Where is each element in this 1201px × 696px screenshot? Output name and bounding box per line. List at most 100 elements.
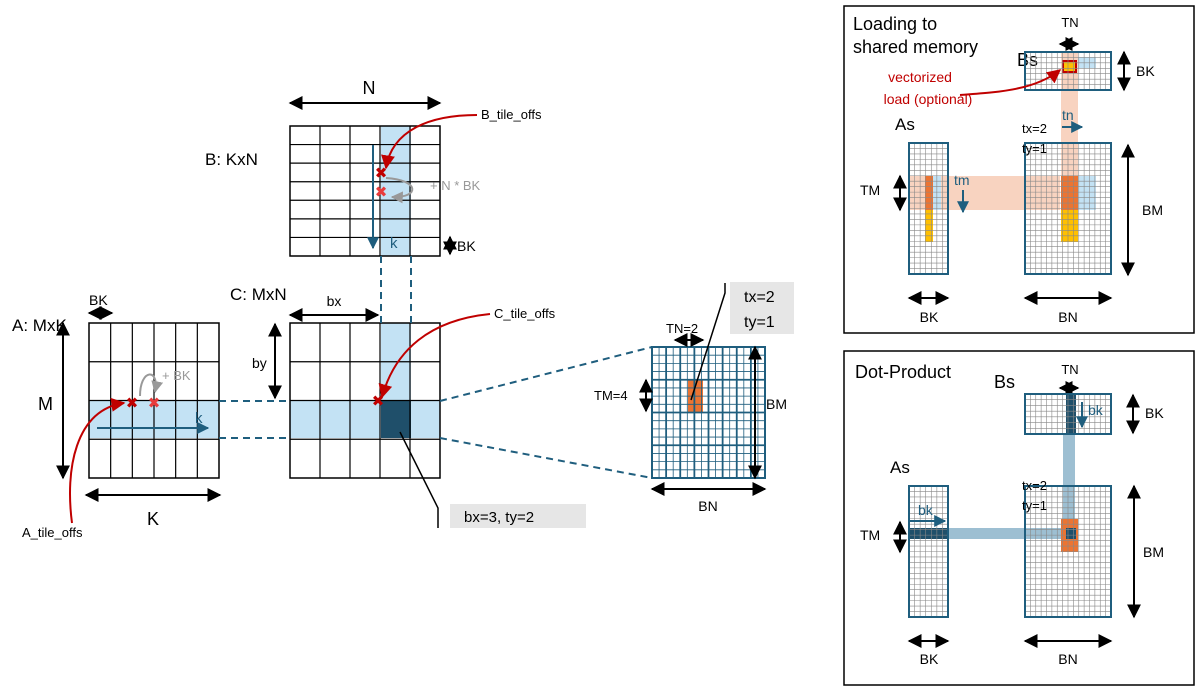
- grid-border: [908, 142, 949, 275]
- thread-callout-tx: tx=2: [744, 289, 775, 306]
- panel-loading-bk-bottom-label: BK: [920, 309, 939, 325]
- panel-loading-ty: ty=1: [1022, 141, 1047, 156]
- panel-loading-tm-label: TM: [860, 182, 880, 198]
- panel-loading-b-column: [1061, 52, 1078, 171]
- c-tile-offs-arrow: [378, 313, 491, 399]
- block-tile-grid: [651, 346, 766, 479]
- panel-dot-bm-label: BM: [1143, 544, 1164, 560]
- matrix-a-k-label: k: [195, 410, 203, 427]
- matrix-b-tile-column: [381, 126, 411, 256]
- panel-dot-as-label: As: [890, 458, 910, 477]
- b-offset-step-label: + N * BK: [430, 178, 481, 193]
- panel-dot-tn-label: TN: [1061, 362, 1078, 377]
- panel-dot-tx: tx=2: [1022, 478, 1047, 493]
- thread-callout-leader: [690, 283, 726, 401]
- panel-loading-as-label: As: [895, 115, 915, 134]
- panel-loading-c-thread: [1061, 176, 1078, 210]
- matrix-b-label: B: KxN: [205, 150, 258, 169]
- grid-border: [1024, 51, 1112, 91]
- projection-c-bottom: [439, 437, 653, 479]
- tile-bn-label: BN: [698, 498, 717, 514]
- block-callout-box: [450, 504, 586, 528]
- b-tile-next-marker: ✖: [375, 184, 388, 201]
- panel-loading-vectorized-line1: vectorized: [888, 69, 952, 85]
- panel-loading-tn-arrow-label: tn: [1062, 107, 1074, 123]
- tn2-label: TN=2: [666, 321, 698, 336]
- panel-loading-frame: [843, 5, 1195, 334]
- panel-loading-bs-label: Bs: [1017, 50, 1038, 70]
- panel-loading-title-line2: shared memory: [853, 37, 978, 57]
- b-tile-offs-arrow: [381, 114, 478, 170]
- a-offset-step-arrow: [139, 373, 164, 397]
- panel-dot-bk-right-label: BK: [1145, 405, 1164, 421]
- panel-dot-c-cell: [1066, 528, 1076, 539]
- thread-callout-box: [730, 282, 794, 334]
- panel-loading: Loading to shared memory Bs TN BK As vec…: [843, 5, 1195, 334]
- projection-lines: [219, 256, 653, 479]
- matrix-c: C: MxN bx by ✖ C_tile_offs bx=3, ty=2: [230, 285, 586, 528]
- panel-dot: Dot-Product Bs TN BK As bk bk tx=2 ty=1 …: [843, 350, 1195, 686]
- panel-loading-tx: tx=2: [1022, 121, 1047, 136]
- panel-loading-tm-arrow-label: tm: [954, 172, 970, 188]
- panel-loading-title-line1: Loading to: [853, 14, 937, 34]
- panel-dot-bk-b-label: bk: [1088, 402, 1104, 418]
- by-label: by: [252, 355, 267, 371]
- dim-k-label: K: [147, 509, 159, 529]
- matrix-a: k A: MxK BK M K + BK ✖ ✖ A_tile_offs: [12, 292, 222, 540]
- panel-dot-a-row: [909, 528, 947, 539]
- dim-n-label: N: [363, 78, 376, 98]
- panel-loading-bk-right-label: BK: [1136, 63, 1155, 79]
- matrix-b-k-label: k: [390, 235, 398, 252]
- matrix-b-grid: [289, 125, 441, 257]
- matrix-c-label: C: MxN: [230, 285, 287, 304]
- a-tile-offset-marker: ✖: [126, 395, 139, 412]
- grid-border: [908, 485, 949, 618]
- block-tile: TN=2 TM=4 BM BN tx=2 ty=1: [594, 282, 794, 514]
- projection-c-top: [439, 346, 653, 402]
- a-tile-next-marker: ✖: [148, 395, 161, 412]
- tm4-label: TM=4: [594, 388, 628, 403]
- panel-loading-a-thread: [925, 176, 933, 210]
- matrix-c-row-band: [290, 401, 440, 438]
- matrix-b: k N B: KxN BK + N * BK ✖ ✖ B_tile_offs: [205, 78, 542, 257]
- panel-dot-bk-a-label: bk: [918, 502, 934, 518]
- matrix-c-active-block: [381, 401, 411, 438]
- panel-dot-b-column: [1066, 394, 1076, 434]
- panel-loading-c-grid: [1024, 142, 1112, 275]
- block-callout-text: bx=3, ty=2: [464, 509, 534, 526]
- grid-border: [1024, 485, 1112, 618]
- thread-callout-ty: ty=1: [744, 314, 775, 331]
- panel-loading-tn-label: TN: [1061, 15, 1078, 30]
- panel-dot-ty: ty=1: [1022, 498, 1047, 513]
- matrix-c-grid: [289, 322, 441, 479]
- panel-loading-vector-extra: [1078, 57, 1096, 68]
- panel-dot-bn-bottom-label: BN: [1058, 651, 1077, 667]
- panel-loading-c-row-left: [1025, 176, 1060, 210]
- b-tile-offs-label: B_tile_offs: [481, 107, 542, 122]
- panel-dot-b-connector: [1063, 434, 1075, 524]
- panel-loading-vector-load: [1062, 60, 1077, 73]
- panel-dot-bs-label: Bs: [994, 372, 1015, 392]
- matrix-a-label: A: MxK: [12, 316, 67, 335]
- panel-dot-bs-grid: [1024, 393, 1112, 435]
- panel-loading-as-grid: [908, 142, 949, 275]
- a-tile-offs-label: A_tile_offs: [22, 525, 83, 540]
- block-callout-leader: [399, 431, 439, 528]
- panel-dot-a-connector: [946, 528, 1063, 539]
- matrix-a-bk-label: BK: [89, 292, 108, 308]
- matrix-b-bk-label: BK: [457, 238, 476, 254]
- panel-loading-vectorized-arrow: [959, 69, 1062, 96]
- panel-dot-tm-label: TM: [860, 527, 880, 543]
- panel-dot-title: Dot-Product: [855, 362, 951, 382]
- bx-label: bx: [327, 293, 342, 309]
- c-tile-offs-label: C_tile_offs: [494, 306, 556, 321]
- panel-loading-c-next: [1078, 176, 1096, 210]
- grid-border: [1024, 393, 1112, 435]
- panel-loading-a-thread-next: [925, 210, 933, 242]
- panel-loading-vectorized-line2: load (optional): [884, 91, 973, 107]
- panel-dot-as-grid: [908, 485, 949, 618]
- dim-m-label: M: [38, 394, 53, 414]
- a-tile-offs-arrow: [69, 397, 126, 524]
